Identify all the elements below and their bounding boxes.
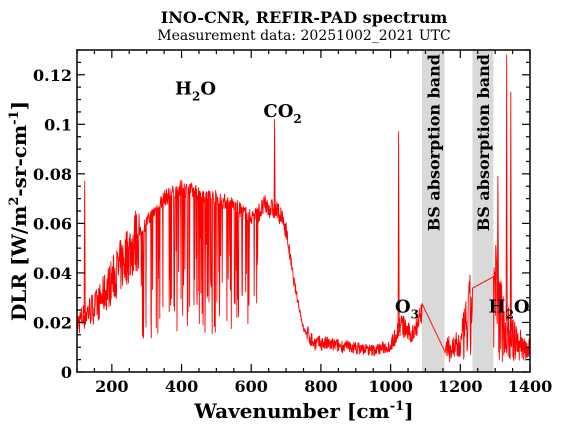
- x-tick-label: 800: [304, 377, 337, 396]
- annotation-label: CO2: [263, 101, 301, 126]
- y-tick-label: 0.08: [33, 165, 72, 184]
- y-tick-label: 0.04: [33, 264, 72, 283]
- annotation-label: H2O: [489, 297, 530, 322]
- x-tick-label: 400: [165, 377, 198, 396]
- band-2: [472, 50, 494, 372]
- spectrum-line: [77, 54, 530, 363]
- y-tick-label: 0.1: [44, 115, 72, 134]
- x-tick-label: 1200: [438, 377, 483, 396]
- annotation-label: H2O: [175, 79, 216, 104]
- chart-title: INO-CNR, REFIR-PAD spectrum: [161, 8, 448, 27]
- x-tick-label: 200: [95, 377, 128, 396]
- y-axis: 0 0.02 0.04 0.06 0.08 0.1 0.12: [33, 49, 530, 382]
- y-tick-label: 0: [61, 363, 72, 382]
- band-label-2: BS absorption band: [474, 54, 493, 231]
- x-tick-label: 1400: [508, 377, 553, 396]
- x-axis: 200 400 600 800 1000 1200 1400: [76, 50, 553, 396]
- y-tick-label: 0.12: [33, 66, 72, 85]
- x-tick-label: 600: [235, 377, 268, 396]
- y-axis-label: DLR [W/m2-sr-cm-1]: [7, 101, 31, 321]
- annotation-layer: H2O CO2 O3 H2O: [175, 79, 530, 322]
- chart-subtitle: Measurement data: 20251002_2021 UTC: [157, 28, 450, 44]
- x-tick-label: 1000: [368, 377, 413, 396]
- x-axis-label: Wavenumber [cm-1]: [193, 399, 413, 423]
- band-label-1: BS absorption band: [424, 54, 443, 231]
- band-1: [421, 50, 445, 372]
- y-tick-label: 0.06: [33, 214, 72, 233]
- y-tick-label: 0.02: [33, 313, 72, 332]
- annotation-label: O3: [395, 297, 419, 322]
- band-layer: BS absorption band BS absorption band: [421, 50, 494, 372]
